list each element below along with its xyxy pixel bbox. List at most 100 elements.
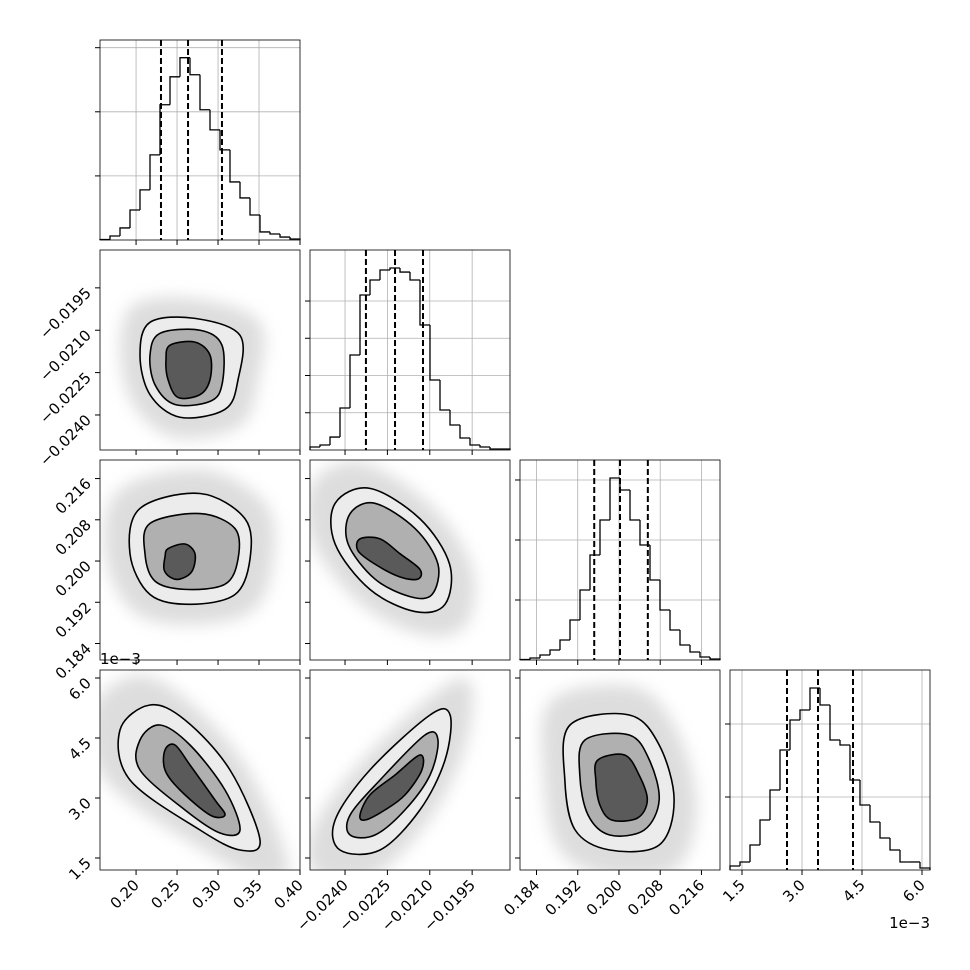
x-tick-label: 4.5 [839, 876, 869, 906]
hist-step [369, 279, 380, 295]
hist-step [689, 644, 700, 653]
hist-step [309, 446, 320, 450]
y-tick-label: 3.0 [65, 794, 95, 824]
hist-step [269, 231, 280, 235]
hist-step [139, 189, 150, 210]
panel-frame [519, 459, 721, 661]
x-tick-label: 0.208 [624, 876, 667, 919]
hist-step [759, 819, 770, 846]
x-tick-label: 1.5 [719, 876, 749, 906]
x-tick-label: 3.0 [779, 876, 809, 906]
hist-step [729, 865, 740, 870]
panel-2d [541, 684, 697, 870]
y-tick-label: 6.0 [65, 674, 95, 704]
x-tick-label: 0.192 [541, 876, 584, 919]
hist-step [539, 654, 550, 659]
panel-2d [310, 461, 476, 637]
panel-frame [99, 459, 301, 661]
hist-step [219, 129, 230, 151]
hist-step [289, 237, 301, 240]
hist-step [249, 197, 260, 216]
hist-step [639, 520, 650, 546]
hist-step [129, 209, 140, 228]
hist-step [199, 74, 210, 111]
hist-step [149, 154, 160, 190]
hist-step [919, 861, 931, 870]
hist-step [209, 109, 220, 131]
hist-step [389, 267, 400, 271]
hist-step [259, 215, 270, 233]
hist-step [449, 410, 460, 426]
y-tick-label: 0.216 [52, 475, 95, 518]
x-tick-label: 0.25 [148, 876, 184, 912]
hist-step [749, 844, 760, 862]
panel-2d [310, 677, 473, 870]
hist-step [699, 652, 710, 658]
contour [165, 340, 213, 400]
hist-step [109, 235, 120, 240]
hist-step [769, 789, 780, 820]
y-tick-label: 0.200 [52, 557, 95, 600]
hist-step [709, 657, 721, 660]
panel-frame [309, 669, 511, 871]
hist-step [479, 445, 490, 448]
panel-frame [99, 39, 301, 241]
y-tick-label: 4.5 [65, 734, 95, 764]
hist-step [529, 657, 540, 660]
panel-frame [729, 669, 931, 871]
hist-step [169, 76, 180, 105]
y-tick-label: 0.192 [52, 598, 95, 641]
hist-step [329, 436, 340, 446]
hist-step [569, 619, 580, 641]
y-tick-label: 0.208 [52, 516, 95, 559]
hist-step [469, 438, 480, 446]
panel-frame [519, 669, 721, 871]
hist-step [849, 745, 860, 781]
hist-step [429, 325, 440, 381]
hist-step [679, 629, 690, 646]
hist-step [839, 740, 850, 746]
hist-step [669, 610, 680, 631]
hist-step [869, 805, 880, 823]
hist-step [649, 544, 660, 581]
contour [594, 753, 649, 822]
hist-step [629, 490, 640, 521]
panel-frame [309, 249, 511, 451]
hist-step [859, 780, 870, 806]
hist-step [279, 233, 290, 238]
hist-step [489, 447, 500, 450]
hist-step [229, 149, 240, 183]
panel-2d [103, 469, 275, 625]
x-tick-label: 6.0 [899, 876, 929, 906]
hist-step [359, 294, 370, 356]
hist-step [609, 477, 620, 521]
hist-step [419, 280, 430, 326]
x-tick-label: 0.20 [107, 876, 143, 912]
panel-2d [100, 675, 289, 870]
hist-step [789, 719, 800, 750]
contour [162, 743, 226, 819]
hist-step [399, 268, 410, 273]
hist-step [799, 709, 810, 720]
hist-step [459, 424, 470, 439]
hist-step [899, 850, 910, 863]
hist-step [179, 57, 190, 77]
hist-step [739, 861, 750, 866]
panel-frame [99, 249, 301, 451]
hist-step [599, 519, 610, 555]
contour [162, 543, 197, 581]
contour [355, 536, 423, 581]
hist-step [879, 821, 890, 839]
hist-step [659, 580, 670, 611]
hist-step [349, 354, 360, 408]
hist-step [779, 749, 790, 790]
y-offset-label: 1e−3 [100, 650, 141, 668]
y-tick-label: 0.184 [52, 640, 95, 683]
x-tick-label: 0.184 [500, 876, 543, 919]
hist-step [119, 227, 130, 237]
hist-step [809, 687, 820, 710]
panel-frame [309, 459, 511, 661]
panel-frame [99, 669, 301, 871]
